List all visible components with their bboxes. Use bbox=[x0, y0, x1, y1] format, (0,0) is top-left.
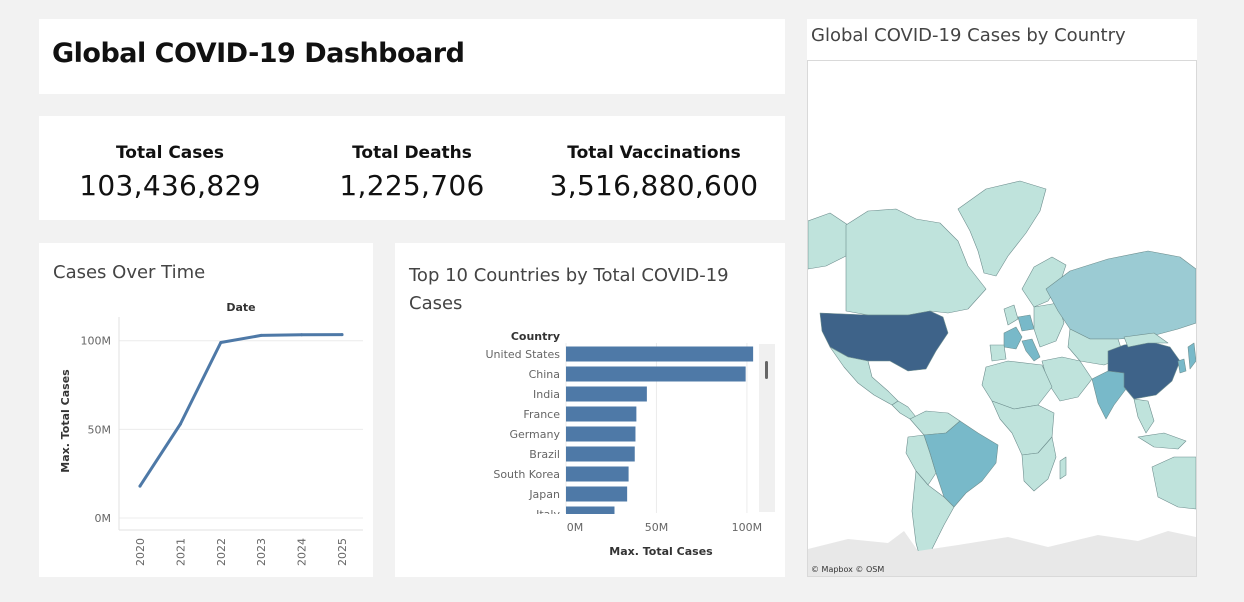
x-tick-label: 50M bbox=[645, 521, 669, 534]
scrollbar-thumb[interactable] bbox=[765, 361, 768, 379]
x-axis-title: Date bbox=[226, 301, 255, 314]
line-chart-title: Cases Over Time bbox=[53, 262, 206, 283]
australia[interactable] bbox=[1151, 456, 1196, 510]
united-states[interactable] bbox=[819, 310, 949, 372]
uk[interactable] bbox=[1003, 304, 1019, 326]
map-panel: Global COVID-19 Cases by Country bbox=[807, 19, 1197, 577]
bar[interactable] bbox=[566, 366, 746, 382]
mongolia[interactable] bbox=[1123, 332, 1169, 348]
category-label: China bbox=[529, 368, 560, 381]
kpi-label: Total Vaccinations bbox=[567, 143, 741, 163]
x-tick-label: 2025 bbox=[336, 538, 349, 566]
bar-chart-panel: Top 10 Countries by Total COVID-19 Cases… bbox=[395, 243, 785, 577]
category-label: Brazil bbox=[529, 448, 560, 461]
madagascar[interactable] bbox=[1059, 456, 1067, 480]
x-axis-title: Max. Total Cases bbox=[609, 545, 713, 558]
argentina-chile[interactable] bbox=[911, 470, 955, 566]
kpi-label: Total Deaths bbox=[352, 143, 472, 163]
kpi-total-deaths[interactable]: Total Deaths 1,225,706 bbox=[288, 116, 536, 220]
y-tick-label: 0M bbox=[95, 512, 112, 525]
data-point[interactable] bbox=[219, 341, 223, 344]
canada[interactable] bbox=[845, 208, 987, 316]
south-korea[interactable] bbox=[1177, 358, 1187, 374]
category-label: South Korea bbox=[493, 468, 560, 481]
kpi-value: 103,436,829 bbox=[79, 169, 261, 202]
italy[interactable] bbox=[1021, 338, 1041, 362]
category-label: Japan bbox=[528, 488, 560, 501]
bar[interactable] bbox=[566, 426, 636, 442]
southeast-asia[interactable] bbox=[1133, 398, 1155, 434]
kpi-total-cases[interactable]: Total Cases 103,436,829 bbox=[46, 116, 294, 220]
category-label: France bbox=[523, 408, 560, 421]
kpi-value: 3,516,880,600 bbox=[549, 169, 759, 202]
y-axis-title: Max. Total Cases bbox=[59, 369, 72, 473]
antarctica bbox=[808, 531, 1196, 576]
line-chart-panel: Cases Over Time Date Max. Total Cases 0M… bbox=[39, 243, 373, 577]
japan[interactable] bbox=[1187, 342, 1196, 370]
france[interactable] bbox=[1003, 326, 1023, 350]
dashboard-title: Global COVID-19 Dashboard bbox=[52, 38, 465, 69]
indonesia[interactable] bbox=[1137, 432, 1187, 450]
brazil[interactable] bbox=[923, 420, 999, 508]
central-america[interactable] bbox=[891, 400, 917, 420]
data-point[interactable] bbox=[259, 333, 263, 337]
bar-chart-title: Top 10 Countries by Total COVID-19 Cases bbox=[409, 262, 769, 318]
bar[interactable] bbox=[566, 466, 629, 482]
middle-east[interactable] bbox=[1041, 356, 1093, 402]
x-tick-label: 2021 bbox=[174, 538, 187, 566]
y-tick-label: 50M bbox=[88, 423, 112, 436]
russia[interactable] bbox=[1045, 250, 1196, 340]
x-tick-label: 2020 bbox=[134, 538, 147, 566]
category-header: Country bbox=[511, 330, 560, 343]
x-tick-label: 2023 bbox=[255, 538, 268, 566]
bar[interactable] bbox=[566, 486, 628, 502]
bar[interactable] bbox=[566, 386, 647, 402]
x-tick-label: 100M bbox=[732, 521, 763, 534]
category-label: India bbox=[533, 388, 560, 401]
kpi-value: 1,225,706 bbox=[339, 169, 485, 202]
bar[interactable] bbox=[566, 346, 754, 362]
bar[interactable] bbox=[566, 446, 635, 462]
iberia[interactable] bbox=[989, 344, 1007, 362]
scandinavia[interactable] bbox=[1021, 256, 1067, 308]
data-point[interactable] bbox=[138, 484, 142, 488]
category-label: Germany bbox=[509, 428, 560, 441]
map-svg[interactable] bbox=[808, 61, 1196, 576]
map-attribution: © Mapbox © OSM bbox=[811, 565, 885, 574]
world-map[interactable]: © Mapbox © OSM bbox=[807, 60, 1197, 577]
category-label: Italy bbox=[536, 508, 560, 521]
india[interactable] bbox=[1091, 370, 1127, 420]
category-label: United States bbox=[486, 348, 561, 361]
bar-chart-title-line1: Top 10 Countries by Total COVID-19 bbox=[409, 265, 729, 286]
bar-chart[interactable]: Country United States China India France Ger… bbox=[395, 243, 785, 577]
bar[interactable] bbox=[566, 506, 615, 522]
y-tick-label: 100M bbox=[81, 335, 112, 348]
kpi-panel: Total Cases 103,436,829 Total Deaths 1,2… bbox=[39, 116, 785, 220]
line-chart[interactable]: Date Max. Total Cases 0M 50M 100M 2020 2021… bbox=[39, 243, 373, 577]
x-tick-label: 2022 bbox=[215, 538, 228, 566]
greenland[interactable] bbox=[957, 180, 1047, 277]
kpi-total-vaccinations[interactable]: Total Vaccinations 3,516,880,600 bbox=[530, 116, 778, 220]
map-title-box: Global COVID-19 Cases by Country bbox=[807, 19, 1197, 60]
alaska[interactable] bbox=[808, 212, 849, 270]
data-point[interactable] bbox=[178, 422, 182, 426]
bar-chart-title-line2: Cases bbox=[409, 293, 463, 314]
x-tick-label: 0M bbox=[567, 521, 584, 534]
x-tick-label: 2024 bbox=[296, 538, 309, 566]
southern-africa[interactable] bbox=[1021, 436, 1057, 492]
bar[interactable] bbox=[566, 406, 637, 422]
data-point[interactable] bbox=[300, 333, 304, 337]
kpi-label: Total Cases bbox=[115, 143, 225, 163]
title-panel: Global COVID-19 Dashboard bbox=[39, 19, 785, 94]
series-line[interactable] bbox=[138, 333, 344, 488]
scrollbar-track[interactable] bbox=[759, 344, 775, 512]
data-point[interactable] bbox=[340, 333, 344, 337]
map-title: Global COVID-19 Cases by Country bbox=[811, 25, 1126, 46]
germany[interactable] bbox=[1017, 314, 1035, 332]
